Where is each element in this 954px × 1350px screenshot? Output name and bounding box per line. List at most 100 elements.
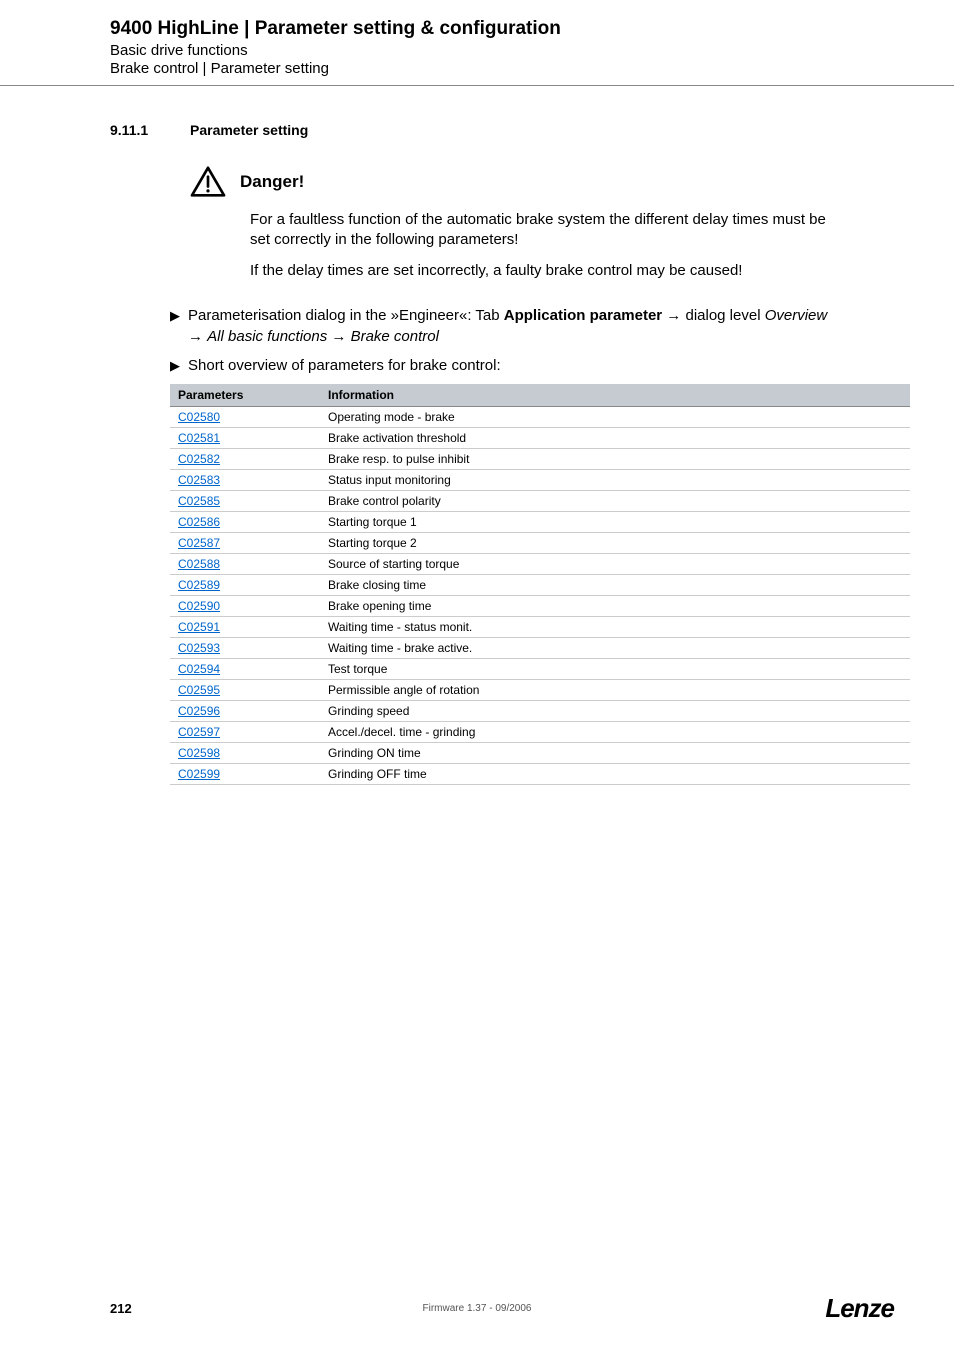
table-row: C02589 Brake closing time bbox=[170, 574, 910, 595]
param-link[interactable]: C02582 bbox=[178, 452, 220, 466]
param-cell: C02588 bbox=[170, 553, 320, 574]
param-link[interactable]: C02590 bbox=[178, 599, 220, 613]
info-cell: Waiting time - status monit. bbox=[320, 616, 910, 637]
info-cell: Grinding OFF time bbox=[320, 763, 910, 784]
table-row: C02595 Permissible angle of rotation bbox=[170, 679, 910, 700]
param-cell: C02599 bbox=[170, 763, 320, 784]
danger-icon bbox=[190, 166, 226, 198]
param-link[interactable]: C02598 bbox=[178, 746, 220, 760]
parameter-table: Parameters Information C02580 Operating m… bbox=[170, 384, 910, 785]
table-row: C02582 Brake resp. to pulse inhibit bbox=[170, 448, 910, 469]
bullet-marker-icon: ▶ bbox=[170, 355, 180, 375]
danger-header: Danger! bbox=[190, 166, 844, 198]
table-row: C02587 Starting torque 2 bbox=[170, 532, 910, 553]
param-link[interactable]: C02587 bbox=[178, 536, 220, 550]
page-number: 212 bbox=[110, 1301, 132, 1316]
page-header: 9400 HighLine | Parameter setting & conf… bbox=[0, 0, 954, 77]
param-cell: C02590 bbox=[170, 595, 320, 616]
param-cell: C02585 bbox=[170, 490, 320, 511]
danger-text-1: For a faultless function of the automati… bbox=[250, 210, 844, 251]
info-cell: Brake closing time bbox=[320, 574, 910, 595]
table-row: C02588 Source of starting torque bbox=[170, 553, 910, 574]
info-cell: Starting torque 1 bbox=[320, 511, 910, 532]
param-cell: C02597 bbox=[170, 721, 320, 742]
info-cell: Status input monitoring bbox=[320, 469, 910, 490]
info-cell: Grinding ON time bbox=[320, 742, 910, 763]
doc-subtitle-1: Basic drive functions bbox=[110, 42, 954, 59]
param-cell: C02593 bbox=[170, 637, 320, 658]
param-cell: C02598 bbox=[170, 742, 320, 763]
param-link[interactable]: C02594 bbox=[178, 662, 220, 676]
table-row: C02593 Waiting time - brake active. bbox=[170, 637, 910, 658]
param-cell: C02587 bbox=[170, 532, 320, 553]
param-cell: C02594 bbox=[170, 658, 320, 679]
bullet-item-2: ▶ Short overview of parameters for brake… bbox=[170, 355, 844, 376]
param-link[interactable]: C02589 bbox=[178, 578, 220, 592]
page-footer: 212 Firmware 1.37 - 09/2006 Lenze bbox=[0, 1293, 954, 1324]
table-header-information: Information bbox=[320, 384, 910, 407]
b1-bold: Application parameter bbox=[504, 307, 662, 324]
info-cell: Accel./decel. time - grinding bbox=[320, 721, 910, 742]
danger-text-2: If the delay times are set incorrectly, … bbox=[250, 261, 844, 281]
table-row: C02580 Operating mode - brake bbox=[170, 406, 910, 427]
param-link[interactable]: C02581 bbox=[178, 431, 220, 445]
info-cell: Permissible angle of rotation bbox=[320, 679, 910, 700]
info-cell: Source of starting torque bbox=[320, 553, 910, 574]
param-link[interactable]: C02593 bbox=[178, 641, 220, 655]
param-link[interactable]: C02597 bbox=[178, 725, 220, 739]
param-cell: C02582 bbox=[170, 448, 320, 469]
param-link[interactable]: C02588 bbox=[178, 557, 220, 571]
table-row: C02583 Status input monitoring bbox=[170, 469, 910, 490]
bullet-item-1: ▶ Parameterisation dialog in the »Engine… bbox=[170, 305, 844, 347]
info-cell: Brake opening time bbox=[320, 595, 910, 616]
section-title: Parameter setting bbox=[190, 122, 308, 138]
b1-mid: dialog level bbox=[681, 307, 764, 324]
table-row: C02586 Starting torque 1 bbox=[170, 511, 910, 532]
footer-firmware: Firmware 1.37 - 09/2006 bbox=[423, 1303, 532, 1314]
table-row: C02599 Grinding OFF time bbox=[170, 763, 910, 784]
param-link[interactable]: C02583 bbox=[178, 473, 220, 487]
table-header-row: Parameters Information bbox=[170, 384, 910, 407]
bullet-list: ▶ Parameterisation dialog in the »Engine… bbox=[170, 305, 844, 376]
param-cell: C02591 bbox=[170, 616, 320, 637]
table-row: C02591 Waiting time - status monit. bbox=[170, 616, 910, 637]
param-link[interactable]: C02591 bbox=[178, 620, 220, 634]
table-row: C02596 Grinding speed bbox=[170, 700, 910, 721]
table-row: C02585 Brake control polarity bbox=[170, 490, 910, 511]
danger-title: Danger! bbox=[240, 172, 304, 192]
info-cell: Operating mode - brake bbox=[320, 406, 910, 427]
section-number: 9.11.1 bbox=[110, 122, 190, 138]
section-heading: 9.11.1 Parameter setting bbox=[110, 122, 844, 138]
param-link[interactable]: C02596 bbox=[178, 704, 220, 718]
bullet-text-2: Short overview of parameters for brake c… bbox=[188, 355, 844, 376]
param-link[interactable]: C02595 bbox=[178, 683, 220, 697]
param-cell: C02586 bbox=[170, 511, 320, 532]
bullet-marker-icon: ▶ bbox=[170, 305, 180, 325]
b1-pre: Parameterisation dialog in the »Engineer… bbox=[188, 307, 504, 324]
param-cell: C02589 bbox=[170, 574, 320, 595]
info-cell: Waiting time - brake active. bbox=[320, 637, 910, 658]
content-area: 9.11.1 Parameter setting Danger! For a f… bbox=[0, 86, 954, 785]
info-cell: Grinding speed bbox=[320, 700, 910, 721]
info-cell: Test torque bbox=[320, 658, 910, 679]
table-header-parameters: Parameters bbox=[170, 384, 320, 407]
info-cell: Starting torque 2 bbox=[320, 532, 910, 553]
param-link[interactable]: C02585 bbox=[178, 494, 220, 508]
table-row: C02597 Accel./decel. time - grinding bbox=[170, 721, 910, 742]
param-cell: C02596 bbox=[170, 700, 320, 721]
info-cell: Brake control polarity bbox=[320, 490, 910, 511]
param-cell: C02595 bbox=[170, 679, 320, 700]
table-row: C02581Brake activation threshold bbox=[170, 427, 910, 448]
doc-title: 9400 HighLine | Parameter setting & conf… bbox=[110, 18, 954, 40]
param-cell: C02581 bbox=[170, 427, 320, 448]
bullet-text-1: Parameterisation dialog in the »Engineer… bbox=[188, 305, 844, 347]
info-cell: Brake resp. to pulse inhibit bbox=[320, 448, 910, 469]
b1-it1: Overview bbox=[765, 307, 828, 324]
lenze-logo: Lenze bbox=[825, 1293, 894, 1324]
param-link[interactable]: C02599 bbox=[178, 767, 220, 781]
b1-it3: Brake control bbox=[351, 328, 439, 345]
danger-block: Danger! For a faultless function of the … bbox=[190, 166, 844, 281]
param-link[interactable]: C02586 bbox=[178, 515, 220, 529]
param-cell: C02583 bbox=[170, 469, 320, 490]
param-link[interactable]: C02580 bbox=[178, 410, 220, 424]
